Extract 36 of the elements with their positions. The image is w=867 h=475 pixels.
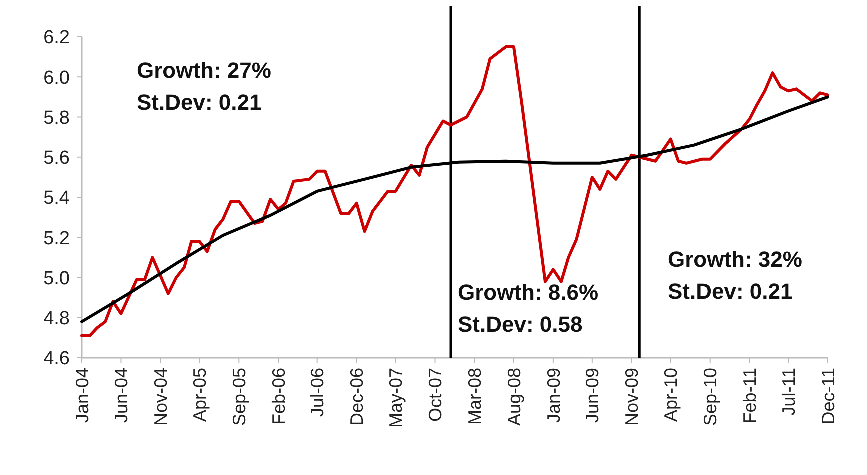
x-tick-label: Jul-11 [778,368,799,416]
x-tick-label: May-07 [386,368,406,428]
x-tick-label: Jul-06 [308,368,328,418]
x-tick-label: Feb-06 [268,368,289,426]
y-tick-label: 4.8 [44,308,70,330]
y-tick-label: 5.2 [44,228,70,250]
line-series [80,46,830,338]
y-tick-label: 6.0 [44,68,70,89]
y-tick-label: 6.2 [44,28,70,49]
x-tick-label: Dec-11 [818,368,838,425]
x-tick-label: Dec-06 [347,368,368,426]
annotation: St.Dev: 0.21 [137,90,262,115]
annotation: St.Dev: 0.58 [458,312,583,337]
x-tick-label: Apr-10 [661,368,682,422]
annotation: Growth: 8.6% [458,280,599,305]
annotation: St.Dev: 0.21 [668,279,793,304]
y-tick-label: 5.8 [44,108,70,129]
x-tick-label: Feb-11 [740,368,760,424]
x-tick-label: Apr-05 [190,368,210,422]
x-tick-label: Sep-05 [229,368,250,426]
x-tick-label: Jan-04 [72,368,92,424]
x-tick-label: Jun-04 [112,368,132,424]
x-tick-label: Nov-04 [151,368,172,426]
x-tick-label: Jun-09 [582,368,603,424]
annotation: Growth: 32% [668,247,802,272]
x-tick-label: Nov-09 [622,368,642,426]
y-tick-label: 5.6 [44,148,70,170]
x-tick-label: Aug-08 [504,368,524,426]
x-tick-label: Jan-09 [544,368,564,424]
x-tick-label: Mar-08 [464,368,485,426]
x-tick-label: Sep-10 [700,368,721,426]
y-tick-label: 5.0 [44,268,70,290]
annotation: Growth: 27% [137,58,272,83]
y-tick-label: 5.4 [44,188,70,210]
x-tick-label: Oct-07 [426,368,446,422]
y-tick-label: 4.6 [44,348,70,370]
